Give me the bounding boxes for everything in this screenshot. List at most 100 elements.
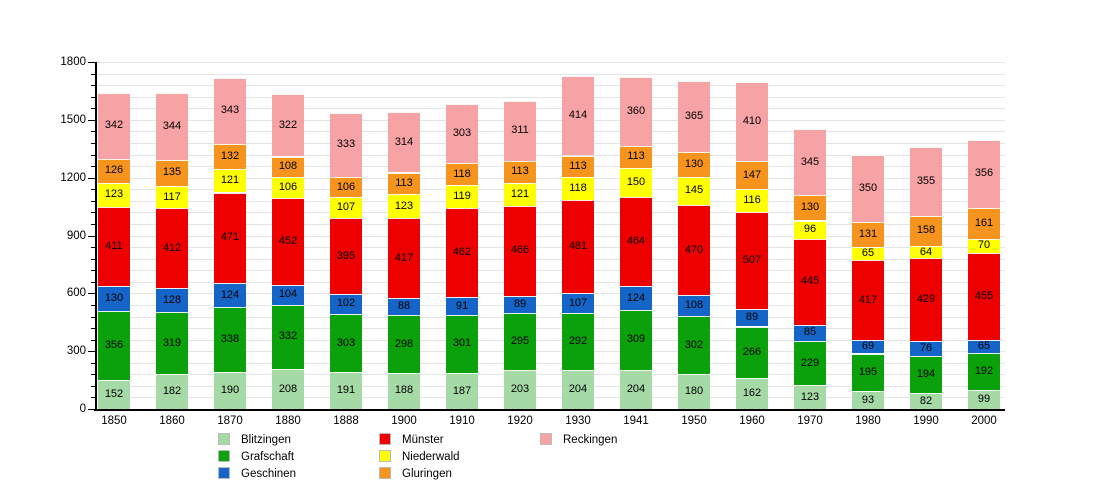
- bar-value-label: 208: [278, 382, 298, 395]
- gridline: [95, 235, 1005, 237]
- bar-segment: [214, 283, 246, 308]
- gridline: [95, 189, 1005, 191]
- bar-segment: [968, 239, 1000, 253]
- bar-segment: [910, 258, 942, 342]
- legend-swatch: [379, 433, 391, 445]
- bar-segment: [678, 204, 710, 296]
- bar-segment: [214, 77, 246, 144]
- bar-value-label: 187: [452, 384, 472, 397]
- gridline: [95, 270, 1005, 272]
- y-tick-label: 0: [79, 403, 86, 415]
- bar-value-label: 303: [452, 126, 472, 139]
- bar-segment: [794, 195, 826, 221]
- bar-value-label: 342: [104, 119, 124, 132]
- bar-segment: [272, 94, 304, 157]
- gridline: [95, 304, 1005, 306]
- bar-value-label: 481: [568, 239, 588, 252]
- bar-segment: [98, 379, 130, 409]
- bar-value-label: 123: [394, 199, 414, 212]
- bar-value-label: 195: [858, 365, 878, 378]
- bar-value-label: 338: [220, 333, 240, 346]
- bar-value-label: 107: [336, 201, 356, 214]
- bar-segment: [446, 185, 478, 209]
- bar-value-label: 131: [858, 228, 878, 241]
- bar-segment: [678, 176, 710, 205]
- bar-value-label: 462: [452, 246, 472, 259]
- bar-value-label: 76: [919, 342, 933, 354]
- bar-value-label: 190: [220, 384, 240, 397]
- y-tick-label: 600: [66, 287, 86, 300]
- bar-value-label: 88: [397, 300, 411, 313]
- y-major-tick: [88, 119, 95, 121]
- bar-segment: [736, 81, 768, 161]
- bar-segment: [504, 160, 536, 183]
- bar-segment: [330, 294, 362, 314]
- bar-segment: [794, 341, 826, 386]
- bar-value-label: 455: [974, 290, 994, 302]
- bar-value-label: 117: [163, 190, 181, 203]
- bar-value-label: 113: [569, 159, 587, 172]
- bar-segment: [156, 287, 188, 313]
- x-tick-label: 1970: [797, 415, 823, 427]
- bar-segment: [330, 372, 362, 409]
- bar-value-label: 356: [104, 338, 124, 351]
- legend-swatch: [379, 450, 391, 462]
- bar-segment: [910, 355, 942, 394]
- bar-value-label: 471: [220, 231, 240, 244]
- bar-value-label: 466: [510, 244, 530, 257]
- bar-segment: [98, 183, 130, 207]
- bar-segment: [330, 176, 362, 198]
- bar-value-label: 295: [510, 334, 530, 347]
- bar-segment: [156, 185, 188, 209]
- bar-value-label: 311: [511, 124, 529, 137]
- bar-segment: [736, 189, 768, 212]
- gridline: [95, 281, 1005, 283]
- bar-value-label: 192: [974, 364, 994, 377]
- x-tick-label: 1941: [623, 415, 649, 427]
- y-minor-tick: [91, 96, 95, 98]
- y-minor-tick: [91, 258, 95, 260]
- legend-label: Gluringen: [402, 468, 452, 480]
- bar-segment: [678, 81, 710, 152]
- gridline: [95, 316, 1005, 318]
- bar-value-label: 332: [278, 330, 298, 343]
- bar-value-label: 123: [104, 188, 124, 201]
- gridline: [95, 73, 1005, 75]
- bar-segment: [620, 76, 652, 147]
- bar-value-label: 298: [394, 337, 414, 350]
- bar-value-label: 126: [104, 164, 124, 177]
- x-tick-label: 1990: [913, 415, 939, 427]
- bar-value-label: 130: [800, 201, 820, 214]
- y-tick-label: 1200: [60, 171, 86, 184]
- bar-segment: [330, 197, 362, 218]
- bar-segment: [98, 158, 130, 184]
- y-major-tick: [88, 235, 95, 237]
- y-minor-tick: [91, 223, 95, 225]
- bar-value-label: 121: [220, 174, 240, 187]
- bar-segment: [214, 307, 246, 373]
- bar-value-label: 188: [394, 384, 414, 397]
- y-minor-tick: [91, 189, 95, 191]
- bar-value-label: 182: [162, 385, 182, 397]
- y-minor-tick: [91, 328, 95, 329]
- gridline: [95, 119, 1005, 121]
- y-major-tick: [88, 409, 95, 410]
- bar-value-label: 89: [745, 311, 759, 324]
- x-tick-label: 1910: [449, 415, 475, 427]
- bar-value-label: 162: [742, 386, 762, 399]
- gridline: [95, 85, 1005, 87]
- y-tick-label: 900: [66, 229, 86, 242]
- bar-segment: [504, 100, 536, 161]
- bar-segment: [852, 259, 884, 341]
- bar-segment: [156, 208, 188, 288]
- y-minor-tick: [91, 212, 95, 214]
- bar-segment: [620, 146, 652, 168]
- bar-value-label: 118: [453, 167, 471, 180]
- bar-segment: [678, 151, 710, 177]
- gridline: [95, 108, 1005, 110]
- x-axis-line: [94, 409, 1005, 411]
- bar-segment: [562, 155, 594, 178]
- bar-value-label: 130: [684, 157, 704, 170]
- bar-value-label: 102: [336, 297, 356, 310]
